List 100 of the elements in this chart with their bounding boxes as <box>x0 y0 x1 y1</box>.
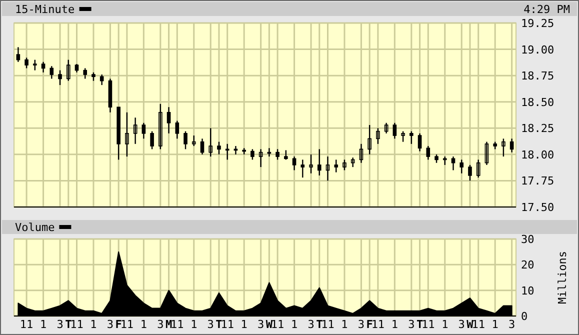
candlestick <box>326 156 330 182</box>
y-tick-label: 19.25 <box>521 17 554 30</box>
candlestick <box>133 117 138 145</box>
y-tick-label: 18.00 <box>521 148 554 162</box>
candlestick <box>350 156 355 168</box>
x-tick-label: 1 <box>240 318 248 331</box>
x-tick-label: 1 <box>140 318 147 331</box>
candlestick <box>292 156 296 171</box>
x-tick-label: 11 <box>70 318 84 331</box>
candlestick <box>368 124 372 156</box>
candlestick <box>258 148 263 168</box>
y-tick-label: 18.50 <box>521 96 554 109</box>
candlestick <box>284 150 288 160</box>
candlestick <box>300 159 305 178</box>
x-tick-label: T <box>216 318 223 331</box>
candlestick <box>484 141 489 166</box>
candlestick <box>142 122 146 140</box>
x-tick-label: 11 <box>20 318 34 331</box>
candlestick <box>426 145 430 160</box>
text: 4:29 PM <box>524 3 570 16</box>
candlestick <box>468 164 472 182</box>
x-tick-label: 1 <box>290 318 298 331</box>
y-tick-label: 10 <box>521 284 534 298</box>
x-tick-label: 11 <box>120 318 134 331</box>
y-tick-label: 18.25 <box>521 122 554 136</box>
x-tick-label: 11 <box>220 318 234 331</box>
candlestick <box>175 120 180 140</box>
x-tick-label: W <box>266 318 273 331</box>
candlestick <box>33 59 37 71</box>
x-tick-label: F <box>115 318 122 331</box>
candlestick <box>83 68 88 80</box>
y-axis-title: Millions <box>556 251 569 304</box>
x-tick-label: 1 <box>391 318 398 331</box>
x-tick-label: 11 <box>472 318 485 331</box>
y-tick-label: 17.50 <box>521 201 554 214</box>
candlestick <box>66 59 70 82</box>
candlestick <box>384 122 388 134</box>
x-tick-label: 3 <box>408 318 415 331</box>
y-tick-label: 19.00 <box>521 43 554 56</box>
x-tick-label: 1 <box>341 318 348 331</box>
x-tick-label: 11 <box>371 318 385 331</box>
x-tick-label: 3 <box>308 318 314 331</box>
y-tick-label: 30 <box>521 233 534 246</box>
x-tick-label: 3 <box>106 318 114 331</box>
legend-label: Volume <box>15 221 55 234</box>
x-tick-label: 1 <box>190 318 198 331</box>
candlestick <box>208 128 213 158</box>
candlestick <box>476 159 480 178</box>
candlestick <box>200 138 204 156</box>
x-tick-label: 3 <box>207 318 214 331</box>
x-tick-label: 3 <box>458 318 465 331</box>
candlestick <box>342 159 346 171</box>
x-tick-label: 11 <box>422 318 435 331</box>
candlestick <box>50 66 54 80</box>
x-tick-label: 1 <box>492 318 498 331</box>
candlestick <box>276 148 280 160</box>
candlestick <box>401 130 405 142</box>
x-tick-label: 3 <box>258 318 264 331</box>
x-tick-label: 11 <box>321 318 334 331</box>
candlestick <box>359 143 364 164</box>
candlestick <box>58 70 62 86</box>
candlestick <box>100 74 104 86</box>
candlestick <box>158 103 162 150</box>
x-tick-label: F <box>366 318 373 331</box>
x-tick-label: 3 <box>157 318 164 331</box>
y-tick-label: 17.75 <box>521 174 554 188</box>
x-tick-label: 11 <box>270 318 284 331</box>
candlestick <box>317 148 322 176</box>
candlestick <box>125 112 129 158</box>
candlestick <box>376 128 380 145</box>
x-tick-label: 3 <box>56 318 64 331</box>
candlestick <box>510 138 514 153</box>
y-tick-label: 18.75 <box>521 70 554 83</box>
candlestick <box>451 156 456 171</box>
candlestick <box>150 130 154 150</box>
x-tick-label: 1 <box>90 318 97 331</box>
y-tick-label: 0 <box>521 310 528 323</box>
candlestick <box>217 141 221 156</box>
candlestick <box>502 138 506 158</box>
candlestick <box>460 159 464 174</box>
x-tick-label: 3 <box>358 318 365 331</box>
x-tick-label: 11 <box>170 318 184 331</box>
x-tick-label: 1 <box>442 318 448 331</box>
candlestick <box>334 159 338 173</box>
candlestick <box>24 57 28 69</box>
legend-label: 15-Minute <box>15 3 75 16</box>
candlestick <box>166 106 171 134</box>
candlestick <box>309 154 313 174</box>
candlestick <box>184 130 188 150</box>
x-tick-label: T <box>416 318 424 331</box>
candlestick <box>250 148 254 160</box>
x-tick-label: T <box>316 318 324 331</box>
x-tick-label: T <box>65 318 72 331</box>
x-tick-label: M <box>165 318 172 331</box>
candlestick <box>410 130 414 145</box>
candlestick <box>418 132 422 152</box>
candlestick <box>392 122 397 140</box>
y-tick-label: 20 <box>521 258 534 272</box>
x-tick-label: 1 <box>40 318 47 331</box>
candlestick <box>41 61 46 74</box>
